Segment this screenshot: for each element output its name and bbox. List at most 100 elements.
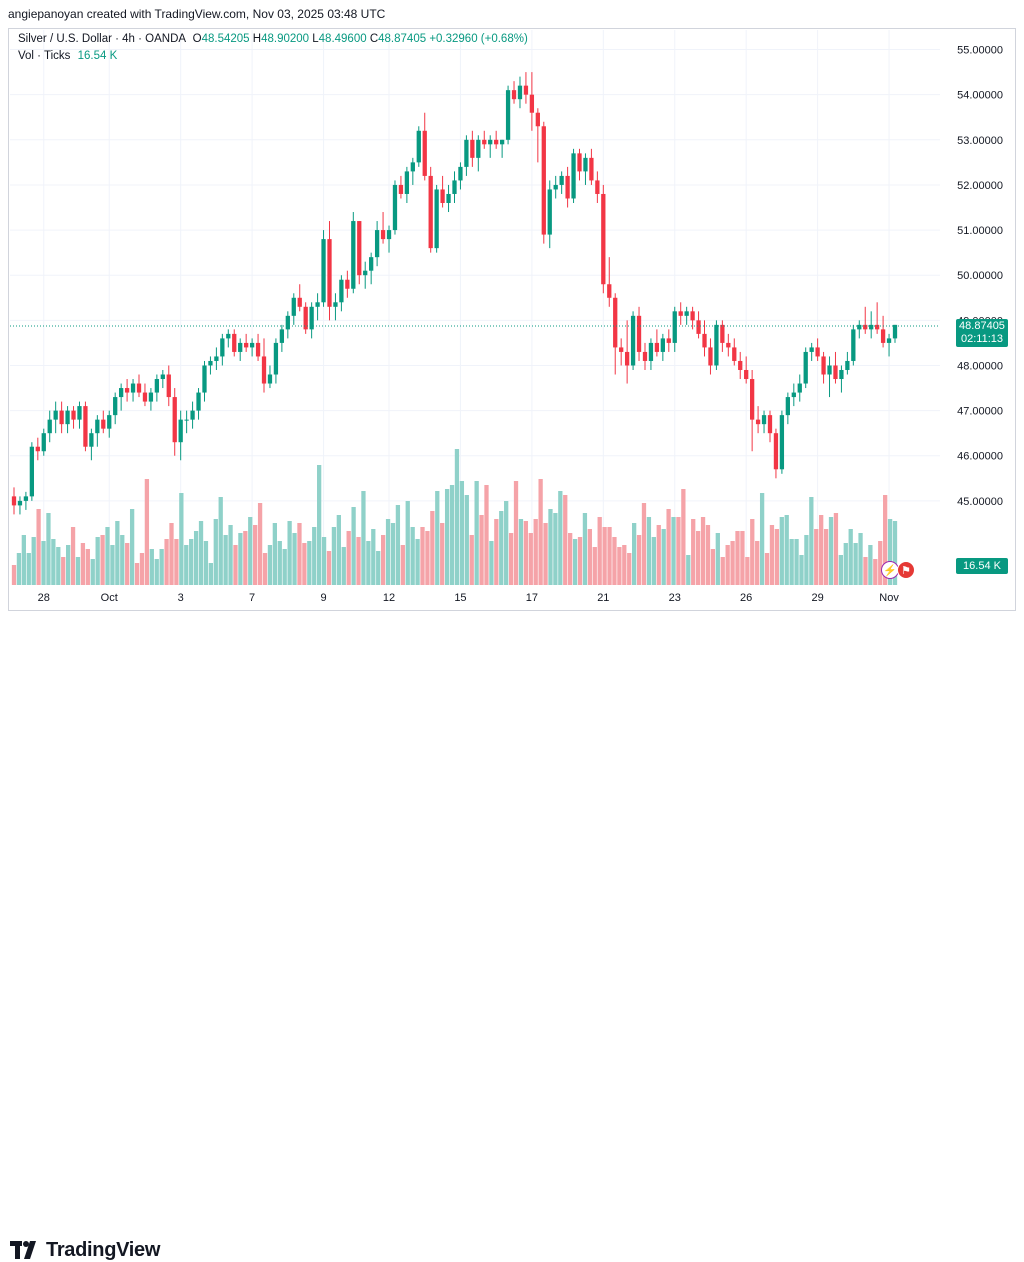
candle-body	[339, 279, 344, 303]
volume-bar	[484, 485, 489, 585]
candle	[488, 135, 493, 158]
candle	[726, 333, 731, 357]
volume-label[interactable]: Vol · Ticks	[18, 50, 71, 62]
volume-bar	[504, 501, 509, 585]
candle-body	[744, 369, 749, 380]
candle	[142, 383, 148, 407]
candle-body	[880, 329, 886, 343]
tv-mark-icon	[10, 1241, 36, 1259]
volume-bar	[100, 535, 105, 585]
low-label: L	[312, 33, 319, 45]
x-tick-label: Nov	[879, 592, 899, 604]
volume-bar	[440, 523, 445, 585]
candle-body	[23, 496, 29, 501]
candle-body	[160, 374, 165, 380]
candle	[238, 338, 243, 361]
volume-bar	[297, 523, 302, 585]
volume-bar	[129, 509, 135, 585]
candle-body	[154, 379, 160, 393]
candle-body	[238, 342, 243, 352]
volume-bar	[764, 553, 770, 585]
tradingview-logo[interactable]: TradingView	[10, 1238, 160, 1262]
candle	[785, 392, 790, 425]
candlesticks	[11, 72, 898, 515]
y-tick-label: 50.00000	[957, 270, 1003, 282]
volume-bar	[36, 509, 41, 585]
candle	[113, 392, 118, 425]
candle	[321, 230, 326, 307]
candle-body	[333, 302, 338, 307]
candle-body	[767, 415, 773, 434]
candle-body	[678, 311, 683, 316]
candle-body	[380, 230, 386, 240]
y-tick-label: 46.00000	[957, 451, 1003, 463]
volume-bar	[705, 525, 711, 585]
candle-body	[863, 324, 868, 330]
candle	[577, 148, 582, 181]
volume-bar	[622, 545, 627, 585]
price-chart[interactable]: 45.0000046.0000047.0000048.0000049.00000…	[0, 0, 1024, 612]
candle	[672, 306, 677, 352]
price-axis[interactable]: 45.0000046.0000047.0000048.0000049.00000…	[957, 45, 1003, 508]
candle-body	[83, 406, 88, 447]
candle-body	[458, 166, 463, 181]
candle	[154, 374, 160, 402]
symbol-title[interactable]: Silver / U.S. Dollar · 4h · OANDA	[18, 33, 186, 45]
candle	[95, 415, 100, 447]
candle	[666, 329, 671, 352]
candle	[589, 148, 594, 185]
volume-bar	[508, 533, 514, 585]
candle-body	[892, 324, 898, 339]
volume-bar	[838, 555, 844, 585]
candle-body	[559, 175, 564, 185]
volume-bar	[759, 493, 765, 585]
event-badges[interactable]: ⚡ ⚑	[881, 561, 915, 579]
chart-frame[interactable]	[8, 28, 1016, 611]
candle	[303, 302, 308, 334]
candle	[601, 184, 606, 294]
volume-bar	[61, 557, 66, 585]
candle-body	[589, 157, 594, 181]
candle	[124, 379, 130, 402]
candle	[517, 76, 523, 109]
candle	[464, 135, 469, 176]
candle-body	[821, 356, 826, 375]
candle-body	[464, 139, 469, 167]
volume-bar	[695, 531, 701, 585]
candle	[65, 406, 70, 434]
candle	[654, 329, 660, 357]
volume-bar	[243, 531, 248, 585]
volume-bar	[51, 539, 56, 585]
candle-body	[434, 189, 439, 249]
candle-body	[119, 388, 124, 398]
candle-body	[327, 239, 332, 307]
x-tick-label: 12	[383, 592, 395, 604]
candle-body	[874, 324, 880, 330]
candle-body	[53, 410, 58, 420]
volume-bar	[627, 553, 632, 585]
time-axis[interactable]: 28 Oct 3 7 9 12 15 17 21 23 26 29 Nov	[38, 592, 900, 604]
candle	[505, 85, 511, 145]
candle	[624, 320, 630, 384]
volume-bar	[823, 529, 829, 585]
candle	[547, 180, 552, 249]
us-flag-icon[interactable]: ⚑	[897, 561, 915, 579]
candle-body	[392, 184, 398, 231]
volume-bar	[415, 539, 420, 585]
candle-body	[47, 419, 52, 434]
candle-body	[416, 130, 421, 163]
candle-body	[35, 446, 40, 452]
candle-body	[505, 90, 511, 140]
volume-bar	[602, 527, 607, 585]
candle	[297, 284, 302, 312]
candle-body	[261, 356, 267, 384]
lightning-icon[interactable]: ⚡	[881, 561, 899, 579]
volume-bar	[198, 521, 204, 585]
candle-body	[65, 410, 70, 425]
candle	[529, 72, 535, 131]
candle-body	[184, 419, 189, 421]
volume-bar	[553, 513, 558, 585]
volume-bar	[21, 535, 26, 585]
candle	[452, 171, 457, 203]
candle	[178, 410, 183, 461]
